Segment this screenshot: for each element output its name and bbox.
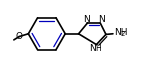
Text: N: N <box>90 44 96 53</box>
Text: O: O <box>15 32 22 41</box>
Text: N: N <box>83 15 90 24</box>
Text: NH: NH <box>114 28 128 37</box>
Text: 2: 2 <box>120 31 125 37</box>
Text: H: H <box>95 44 101 53</box>
Text: N: N <box>98 15 105 24</box>
